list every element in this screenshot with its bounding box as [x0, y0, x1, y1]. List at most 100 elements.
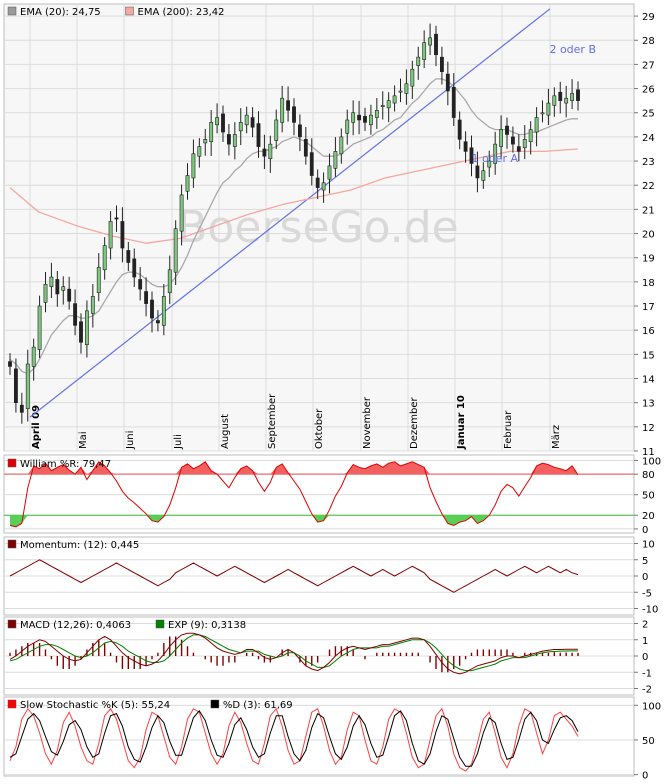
momentum-legend: Momentum: (12): 0,445: [7, 539, 139, 551]
y-tick-label: 2: [642, 620, 648, 631]
candle-body: [309, 152, 314, 176]
y-tick-label: 14: [642, 375, 655, 386]
legend-swatch: [7, 539, 17, 549]
candle-body: [221, 113, 225, 133]
candlesticks: [8, 23, 580, 424]
y-tick-label: 100: [642, 456, 661, 467]
stochastic-k-line: [9, 707, 579, 772]
legend-swatch: [210, 699, 220, 709]
candle-body: [209, 122, 214, 143]
legend-label: EMA (20): 24,75: [20, 7, 101, 18]
candle-body: [463, 141, 468, 152]
candle-body: [96, 267, 101, 294]
momentum-gridlines: [4, 543, 634, 609]
candle-body: [493, 143, 498, 164]
y-tick-label: 24: [642, 133, 655, 144]
price-legend: EMA (20): 24,75 EMA (200): 23,42: [7, 6, 225, 18]
legend-swatch: [7, 699, 17, 709]
candle-body: [268, 143, 273, 159]
candle-body: [333, 151, 338, 169]
price-y-axis: 11 12 13 14 15 16 17 18 19 20 21 22 23 24 25 26 27 28 29: [634, 12, 655, 458]
candle-body: [215, 117, 219, 126]
momentum-panel: -10 -5 0 5 10 Momentum: (12): 0,445: [3, 536, 658, 616]
momentum-line: [9, 559, 579, 593]
stochastic-legend: Slow Stochastic %K (5): 55,24 %D (3): 61,…: [7, 699, 293, 711]
y-tick-label: 27: [642, 60, 655, 71]
annotation-2-oder-b: 2 oder B: [549, 43, 596, 56]
candle-body: [522, 139, 527, 149]
month-label: August: [220, 414, 231, 449]
month-label: April 09: [31, 405, 42, 449]
candle-body: [303, 139, 308, 157]
month-label: Dezember: [409, 397, 420, 449]
candle-body: [49, 276, 54, 287]
candle-body: [244, 114, 249, 126]
candle-body: [475, 165, 480, 179]
candle-body: [292, 106, 296, 123]
month-label: Juni: [125, 431, 136, 450]
y-tick-label: 23: [642, 157, 655, 168]
candle-body: [156, 320, 160, 324]
y-tick-label: 50: [642, 491, 655, 502]
watermark: BoerseGo.de: [177, 202, 459, 253]
trendline: [29, 8, 551, 418]
candle-body: [369, 114, 373, 126]
legend-swatch: [125, 6, 134, 16]
y-tick-label: 28: [642, 36, 655, 47]
month-label: Mai: [78, 431, 89, 449]
candle-body: [552, 95, 557, 106]
william-overbought-fill: [10, 461, 578, 475]
legend-label: MACD (12,26): 0,4063: [20, 620, 131, 631]
candle-body: [404, 83, 409, 94]
y-tick-label: -10: [642, 605, 658, 616]
y-tick-label: 1: [642, 636, 648, 647]
candle-body: [14, 368, 18, 403]
candle-body: [150, 299, 154, 319]
candle-body: [232, 134, 237, 147]
ema200-line: [9, 148, 579, 244]
stochastic-d-line: [9, 710, 579, 767]
candle-body: [481, 170, 486, 181]
y-tick-label: 20: [642, 511, 655, 522]
candle-body: [203, 139, 208, 144]
william-oversold-fill: [10, 515, 578, 527]
legend-swatch: [7, 6, 17, 16]
candle-body: [108, 221, 113, 249]
y-tick-label: 80: [642, 470, 655, 481]
candle-body: [67, 288, 72, 302]
candle-body: [445, 73, 450, 92]
candle-body: [85, 310, 89, 345]
macd-y-axis: -2 -1 0 1 2: [634, 620, 652, 696]
legend-swatch: [155, 619, 165, 629]
price-panel: April 09 Mai Juni Juli August September Oktobe…: [3, 3, 655, 458]
candle-body: [564, 97, 569, 104]
legend-label: Slow Stochastic %K (5): 55,24: [20, 700, 170, 711]
candle-body: [173, 228, 178, 273]
month-label: November: [362, 396, 373, 449]
candle-body: [126, 250, 131, 263]
candle-body: [363, 116, 367, 123]
y-tick-label: 17: [642, 302, 655, 313]
william-panel: 0 20 50 80 100 William %R: 79,47: [3, 454, 661, 536]
candle-body: [31, 346, 36, 367]
candle-body: [534, 117, 539, 133]
candle-body: [37, 305, 42, 350]
legend-swatch: [7, 619, 17, 629]
annotation-1-oder-a: 1 oder A: [471, 152, 518, 165]
y-tick-label: 0: [642, 652, 648, 663]
month-label: Oktober: [314, 408, 325, 449]
y-tick-label: -5: [642, 588, 652, 599]
candle-body: [457, 119, 462, 140]
macd-panel: -2 -1 0 1 2 MACD (12,26): 0,4063 EXP (9): 0,3…: [3, 616, 652, 696]
candle-body: [321, 182, 326, 191]
candle-body: [256, 123, 261, 147]
candle-body: [144, 291, 148, 304]
william-legend: William %R: 79,47: [7, 458, 111, 470]
candle-body: [499, 129, 503, 147]
candle-body: [516, 146, 521, 152]
legend-label: Momentum: (12): 0,445: [20, 540, 139, 551]
candle-body: [298, 124, 302, 138]
legend-label: EMA (200): 23,42: [138, 7, 225, 18]
candle-body: [274, 119, 279, 141]
